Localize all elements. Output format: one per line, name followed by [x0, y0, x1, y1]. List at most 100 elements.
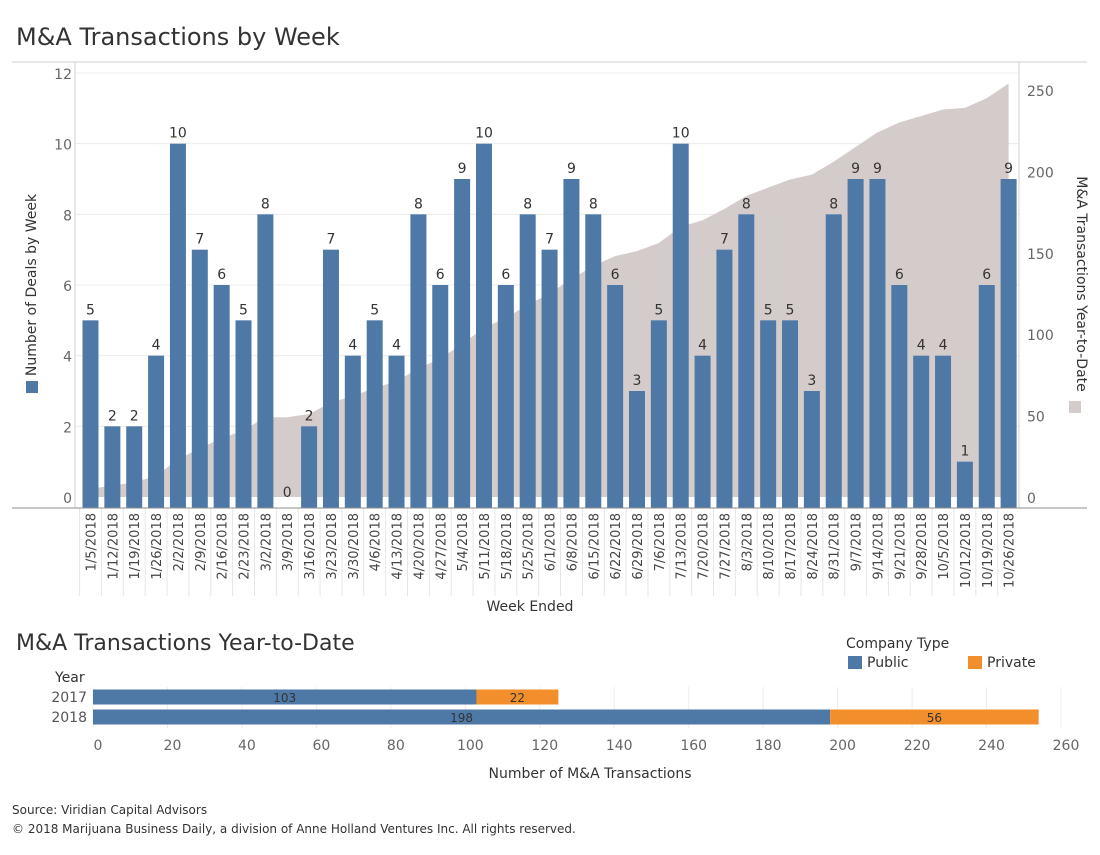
- bar-value-label: 4: [939, 338, 948, 354]
- weekly-bar: [716, 249, 733, 508]
- right-y-axis: 0 50 100 150 200 250: [1027, 84, 1054, 507]
- bar-value-label: 4: [348, 338, 357, 354]
- bar-value-label: 3: [807, 373, 816, 389]
- weekly-bar: [344, 355, 361, 508]
- x-tick-label: 9/28/2018: [915, 513, 930, 580]
- bar-value-label: 9: [567, 161, 576, 177]
- bar-value-label: 8: [829, 196, 838, 212]
- weekly-bar: [213, 285, 230, 508]
- weekly-bar: [82, 320, 99, 508]
- private-bar-segment: [476, 689, 559, 705]
- weekly-bar: [760, 320, 777, 508]
- segment-value-label: 22: [510, 691, 525, 705]
- public-bar-segment: [93, 689, 477, 705]
- weekly-bar: [432, 285, 449, 508]
- x-tick-label: 4/20/2018: [412, 513, 427, 580]
- x-tick-label: 8/31/2018: [828, 513, 843, 580]
- copyright-note: © 2018 Marijuana Business Daily, a divis…: [12, 822, 576, 836]
- ytd-area: [90, 83, 1009, 497]
- weekly-bar: [497, 285, 514, 508]
- ytd-x-tick-label: 140: [606, 738, 633, 754]
- legend-label-private: Private: [987, 655, 1036, 671]
- segment-value-label: 103: [273, 691, 296, 705]
- weekly-bar: [913, 355, 930, 508]
- x-axis-title: Week Ended: [487, 599, 574, 615]
- x-tick-label: 3/2/2018: [259, 513, 274, 571]
- ytd-x-tick-label: 260: [1053, 738, 1080, 754]
- bar-value-label: 6: [436, 267, 445, 283]
- x-tick-label: 6/8/2018: [565, 513, 580, 571]
- footer: Source: Viridian Capital Advisors © 2018…: [12, 801, 576, 839]
- weekly-bar: [694, 355, 711, 508]
- bar-value-label: 5: [239, 302, 248, 318]
- x-tick-label: 1/12/2018: [106, 513, 121, 580]
- ytd-x-tick-label: 160: [680, 738, 707, 754]
- x-tick-label: 10/26/2018: [1003, 513, 1018, 588]
- left-y-tick-label: 10: [54, 138, 72, 154]
- bar-value-label: 7: [545, 232, 554, 248]
- x-tick-label: 6/1/2018: [544, 513, 559, 571]
- bar-value-label: 7: [326, 232, 335, 248]
- x-tick-label: 1/19/2018: [128, 513, 143, 580]
- bar-value-label: 8: [414, 196, 423, 212]
- x-tick-label: 9/21/2018: [893, 513, 908, 580]
- bar-value-label: 10: [475, 126, 493, 142]
- left-y-tick-label: 0: [63, 491, 72, 507]
- right-y-tick-label: 200: [1027, 165, 1054, 181]
- private-bar-segment: [830, 709, 1039, 725]
- weekly-bar: [475, 143, 492, 508]
- left-y-tick-label: 2: [63, 420, 72, 436]
- bar-value-label: 8: [523, 196, 532, 212]
- ytd-x-tick-label: 100: [457, 738, 484, 754]
- right-y-tick-label: 150: [1027, 247, 1054, 263]
- bar-value-label: 5: [764, 302, 773, 318]
- weekly-bar: [104, 426, 121, 508]
- x-tick-label: 7/20/2018: [697, 513, 712, 580]
- bar-value-label: 7: [720, 232, 729, 248]
- x-tick-label: 2/2/2018: [172, 513, 187, 571]
- source-note: Source: Viridian Capital Advisors: [12, 803, 208, 817]
- bar-value-label: 2: [108, 408, 117, 424]
- ytd-x-tick-label: 60: [312, 738, 330, 754]
- weekly-chart-title: M&A Transactions by Week: [16, 23, 340, 51]
- x-tick-label: 5/4/2018: [456, 513, 471, 571]
- ytd-x-tick-label: 80: [387, 738, 405, 754]
- x-tick-label: 2/9/2018: [194, 513, 209, 571]
- ytd-x-tick-label: 220: [904, 738, 931, 754]
- x-tick-label: 1/5/2018: [85, 513, 100, 571]
- bar-value-label: 9: [458, 161, 467, 177]
- weekly-bar: [738, 214, 755, 509]
- left-y-tick-label: 12: [54, 67, 72, 83]
- x-tick-label: 3/9/2018: [281, 513, 296, 571]
- bar-value-label: 9: [1004, 161, 1013, 177]
- x-tick-label: 8/17/2018: [784, 513, 799, 580]
- bar-value-label: 5: [370, 302, 379, 318]
- right-y-tick-label: 50: [1027, 410, 1045, 426]
- bar-value-label: 5: [654, 302, 663, 318]
- year-axis-title: Year: [54, 670, 85, 686]
- bar-value-label: 0: [283, 485, 292, 501]
- bar-value-label: 6: [895, 267, 904, 283]
- bar-value-label: 6: [611, 267, 620, 283]
- x-tick-label: 5/18/2018: [500, 513, 515, 580]
- x-tick-label: 7/6/2018: [653, 513, 668, 571]
- weekly-bar: [629, 391, 645, 508]
- x-tick-label: 2/23/2018: [238, 513, 253, 580]
- chart-canvas: M&A Transactions by Week 52 2410765802745…: [12, 23, 1089, 782]
- ytd-x-tick-label: 40: [238, 738, 256, 754]
- bar-value-label: 3: [633, 373, 642, 389]
- weekly-bar: [519, 214, 536, 509]
- x-tick-label: 8/3/2018: [740, 513, 755, 571]
- segment-value-label: 56: [927, 711, 942, 725]
- weekly-bar: [803, 391, 820, 508]
- ytd-chart-title: M&A Transactions Year-to-Date: [16, 631, 355, 656]
- weekly-bar: [935, 355, 952, 508]
- x-tick-label: 3/30/2018: [347, 513, 362, 580]
- x-tick-label: 6/15/2018: [587, 513, 602, 580]
- weekly-bar: [257, 214, 274, 509]
- right-y-axis-title: M&A Transactions Year-to-Date: [1073, 176, 1089, 391]
- bar-value-label: 6: [501, 267, 510, 283]
- weekly-bar: [585, 214, 602, 509]
- weekly-bar: [563, 179, 580, 508]
